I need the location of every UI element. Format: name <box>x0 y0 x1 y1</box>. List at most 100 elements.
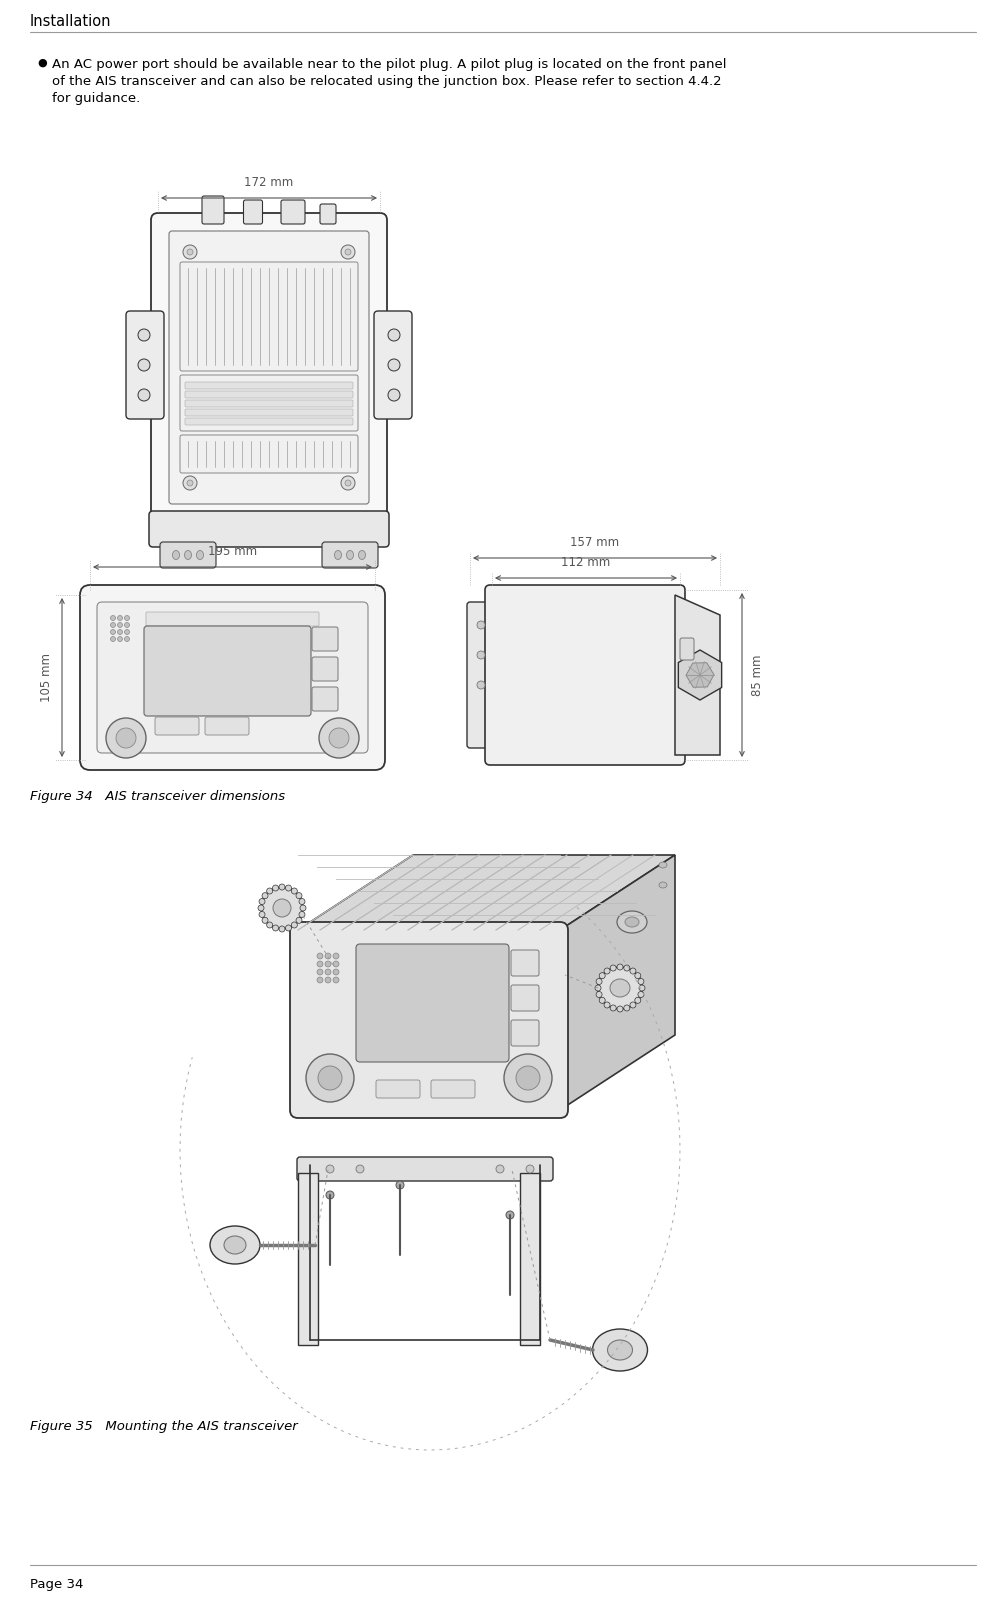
FancyBboxPatch shape <box>243 200 263 225</box>
Circle shape <box>262 892 268 898</box>
FancyBboxPatch shape <box>169 231 369 504</box>
Text: Figure 35   Mounting the AIS transceiver: Figure 35 Mounting the AIS transceiver <box>30 1420 298 1433</box>
Circle shape <box>617 965 623 970</box>
Circle shape <box>624 1005 630 1012</box>
Circle shape <box>597 979 602 984</box>
Circle shape <box>341 477 355 490</box>
Circle shape <box>326 1165 334 1173</box>
Text: 195 mm: 195 mm <box>208 545 258 558</box>
Text: An AC power port should be available near to the pilot plug. A pilot plug is loc: An AC power port should be available nea… <box>52 58 726 71</box>
Circle shape <box>326 1191 334 1199</box>
FancyBboxPatch shape <box>185 391 353 398</box>
Circle shape <box>345 249 351 255</box>
Text: Installation: Installation <box>30 15 112 29</box>
Ellipse shape <box>598 966 643 1008</box>
Circle shape <box>286 886 292 890</box>
FancyBboxPatch shape <box>312 627 338 651</box>
FancyBboxPatch shape <box>312 658 338 680</box>
Text: for guidance.: for guidance. <box>52 92 140 105</box>
FancyBboxPatch shape <box>202 196 224 225</box>
Circle shape <box>116 727 136 748</box>
FancyBboxPatch shape <box>80 585 385 769</box>
Circle shape <box>325 970 331 974</box>
Text: Page 34: Page 34 <box>30 1577 83 1592</box>
Circle shape <box>496 1165 504 1173</box>
Circle shape <box>138 389 150 401</box>
FancyBboxPatch shape <box>376 1079 420 1097</box>
Circle shape <box>273 886 279 890</box>
Circle shape <box>329 727 349 748</box>
Circle shape <box>111 630 116 635</box>
Circle shape <box>600 973 606 979</box>
FancyBboxPatch shape <box>146 612 319 625</box>
Circle shape <box>106 718 146 758</box>
Circle shape <box>333 953 339 958</box>
Circle shape <box>477 621 485 629</box>
Circle shape <box>296 892 302 898</box>
FancyBboxPatch shape <box>149 511 389 546</box>
FancyBboxPatch shape <box>180 435 358 473</box>
FancyBboxPatch shape <box>485 585 685 764</box>
FancyBboxPatch shape <box>356 944 509 1062</box>
FancyBboxPatch shape <box>297 1157 553 1181</box>
FancyBboxPatch shape <box>160 541 216 567</box>
Text: 172 mm: 172 mm <box>244 176 294 189</box>
FancyBboxPatch shape <box>97 603 368 753</box>
Circle shape <box>187 480 193 486</box>
Circle shape <box>259 898 265 905</box>
Circle shape <box>325 953 331 958</box>
Circle shape <box>299 898 305 905</box>
Circle shape <box>125 616 130 621</box>
Circle shape <box>258 905 264 911</box>
Circle shape <box>319 718 359 758</box>
Circle shape <box>267 923 273 928</box>
FancyBboxPatch shape <box>185 409 353 415</box>
Circle shape <box>477 680 485 688</box>
Ellipse shape <box>659 861 667 868</box>
FancyBboxPatch shape <box>322 541 378 567</box>
Circle shape <box>617 1007 623 1012</box>
Circle shape <box>600 997 606 1004</box>
FancyBboxPatch shape <box>511 950 539 976</box>
Circle shape <box>638 992 644 997</box>
Circle shape <box>345 480 351 486</box>
Ellipse shape <box>210 1227 260 1264</box>
Circle shape <box>630 968 636 974</box>
Polygon shape <box>298 1173 318 1345</box>
Circle shape <box>125 630 130 635</box>
Circle shape <box>630 1002 636 1008</box>
Ellipse shape <box>335 551 341 559</box>
Circle shape <box>604 1002 610 1008</box>
FancyBboxPatch shape <box>467 603 495 748</box>
FancyBboxPatch shape <box>126 310 164 419</box>
Circle shape <box>639 986 645 991</box>
Polygon shape <box>560 855 675 1110</box>
Circle shape <box>604 968 610 974</box>
Circle shape <box>317 953 323 958</box>
FancyBboxPatch shape <box>185 419 353 425</box>
Circle shape <box>388 359 400 372</box>
Polygon shape <box>675 595 720 755</box>
Ellipse shape <box>273 898 291 916</box>
Circle shape <box>388 389 400 401</box>
Circle shape <box>317 962 323 966</box>
FancyBboxPatch shape <box>155 718 199 735</box>
Ellipse shape <box>659 882 667 889</box>
FancyBboxPatch shape <box>511 986 539 1012</box>
Circle shape <box>325 978 331 983</box>
Circle shape <box>477 651 485 659</box>
Polygon shape <box>298 855 675 929</box>
Circle shape <box>125 637 130 642</box>
Circle shape <box>111 637 116 642</box>
Circle shape <box>317 970 323 974</box>
Circle shape <box>317 978 323 983</box>
Text: of the AIS transceiver and can also be relocated using the junction box. Please : of the AIS transceiver and can also be r… <box>52 74 721 87</box>
Text: Figure 34   AIS transceiver dimensions: Figure 34 AIS transceiver dimensions <box>30 790 285 803</box>
Text: 157 mm: 157 mm <box>570 537 620 549</box>
FancyBboxPatch shape <box>185 381 353 389</box>
Ellipse shape <box>617 911 647 932</box>
FancyBboxPatch shape <box>281 200 305 225</box>
Circle shape <box>286 924 292 931</box>
Circle shape <box>333 970 339 974</box>
Ellipse shape <box>610 979 630 997</box>
